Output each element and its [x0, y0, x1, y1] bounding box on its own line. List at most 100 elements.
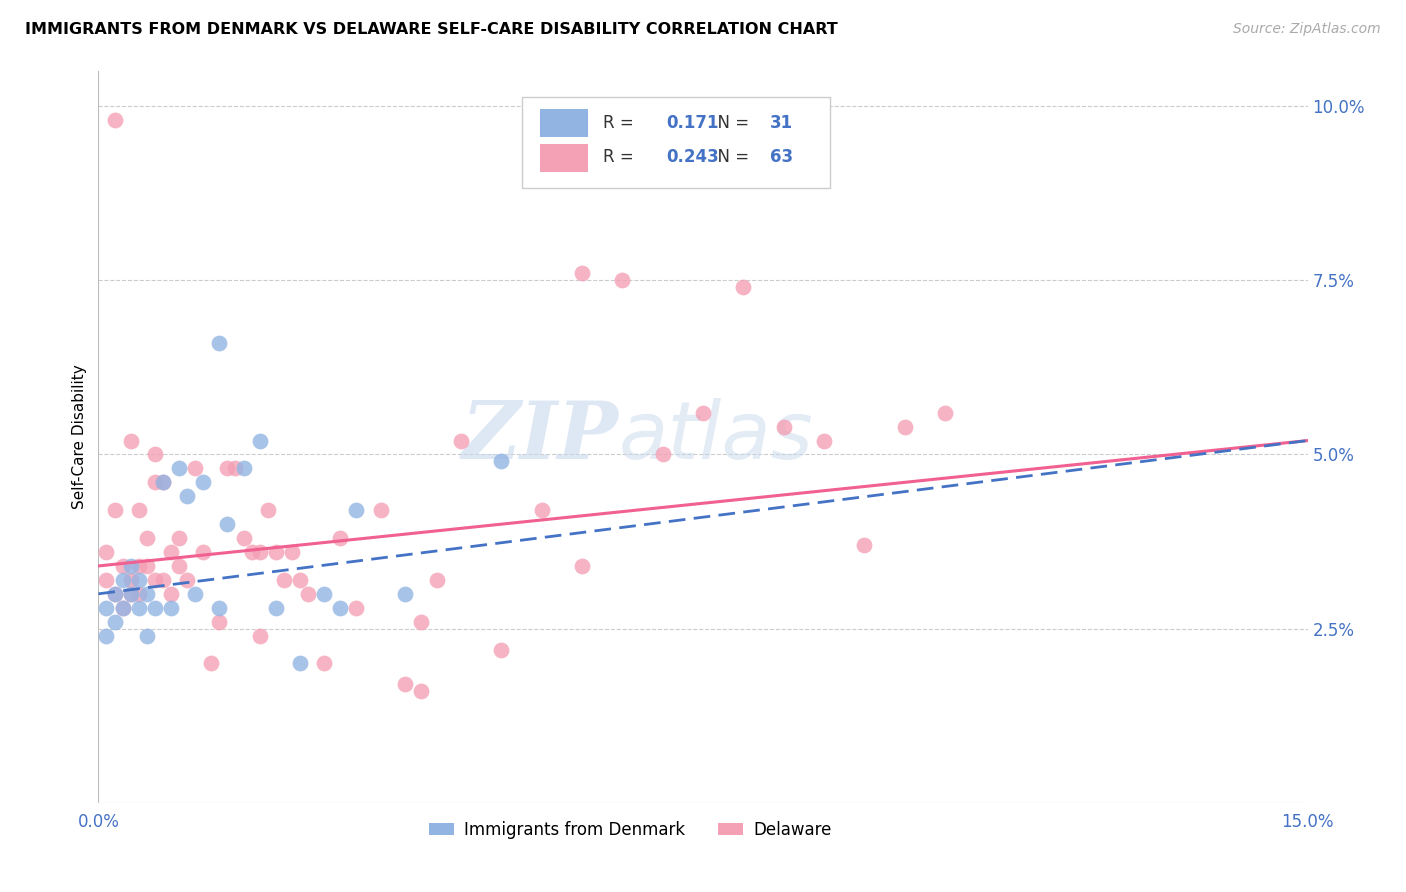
Point — [249, 629, 271, 643]
Point — [135, 558, 157, 573]
Point — [128, 587, 150, 601]
Text: Source: ZipAtlas.com: Source: ZipAtlas.com — [1233, 22, 1381, 37]
Text: N =: N = — [707, 148, 754, 166]
Text: 31: 31 — [769, 113, 793, 131]
Point — [249, 434, 271, 448]
Point — [208, 600, 231, 615]
Text: R =: R = — [603, 113, 644, 131]
Point — [256, 503, 278, 517]
Point — [120, 434, 142, 448]
FancyBboxPatch shape — [540, 144, 588, 171]
Text: 0.243: 0.243 — [666, 148, 720, 166]
Point — [143, 600, 166, 615]
Point — [167, 461, 190, 475]
Point — [167, 558, 190, 573]
Point — [111, 573, 134, 587]
Text: 63: 63 — [769, 148, 793, 166]
Point — [249, 545, 271, 559]
Point — [409, 684, 432, 698]
Point — [217, 517, 239, 532]
Point — [143, 475, 166, 490]
Point — [160, 587, 183, 601]
Point — [184, 461, 207, 475]
Point — [152, 475, 174, 490]
Point — [344, 503, 367, 517]
Point — [96, 600, 118, 615]
Point — [103, 113, 125, 128]
Point — [152, 573, 174, 587]
Point — [143, 448, 166, 462]
Point — [264, 545, 287, 559]
Point — [329, 531, 352, 545]
FancyBboxPatch shape — [540, 110, 588, 137]
Point — [314, 587, 336, 601]
Point — [297, 587, 319, 601]
Point — [273, 573, 295, 587]
Text: R =: R = — [603, 148, 638, 166]
FancyBboxPatch shape — [522, 97, 830, 188]
Point — [571, 266, 593, 280]
Point — [491, 642, 513, 657]
Point — [772, 419, 794, 434]
Point — [208, 615, 231, 629]
Point — [491, 454, 513, 468]
Point — [232, 531, 254, 545]
Point — [184, 587, 207, 601]
Point — [217, 461, 239, 475]
Point — [893, 419, 915, 434]
Point — [160, 545, 183, 559]
Point — [193, 475, 215, 490]
Point — [232, 461, 254, 475]
Point — [167, 531, 190, 545]
Point — [176, 489, 198, 503]
Point — [853, 538, 876, 552]
Point — [281, 545, 304, 559]
Point — [208, 336, 231, 351]
Point — [450, 434, 472, 448]
Point — [96, 573, 118, 587]
Point — [344, 600, 367, 615]
Point — [111, 600, 134, 615]
Point — [530, 503, 553, 517]
Text: 0.171: 0.171 — [666, 113, 720, 131]
Point — [193, 545, 215, 559]
Point — [651, 448, 673, 462]
Point — [96, 545, 118, 559]
Point — [394, 587, 416, 601]
Point — [200, 657, 222, 671]
Point — [288, 573, 311, 587]
Point — [96, 629, 118, 643]
Point — [111, 558, 134, 573]
Text: N =: N = — [707, 113, 754, 131]
Point — [135, 531, 157, 545]
Point — [103, 587, 125, 601]
Point — [394, 677, 416, 691]
Point — [733, 280, 755, 294]
Point — [370, 503, 392, 517]
Point — [813, 434, 835, 448]
Point — [128, 573, 150, 587]
Point — [426, 573, 449, 587]
Point — [128, 600, 150, 615]
Point — [135, 629, 157, 643]
Point — [612, 273, 634, 287]
Point — [120, 587, 142, 601]
Text: atlas: atlas — [619, 398, 813, 476]
Point — [111, 600, 134, 615]
Point — [409, 615, 432, 629]
Point — [143, 573, 166, 587]
Point — [571, 558, 593, 573]
Point — [103, 503, 125, 517]
Point — [264, 600, 287, 615]
Point — [288, 657, 311, 671]
Point — [128, 558, 150, 573]
Text: ZIP: ZIP — [461, 399, 619, 475]
Point — [120, 558, 142, 573]
Point — [329, 600, 352, 615]
Y-axis label: Self-Care Disability: Self-Care Disability — [72, 365, 87, 509]
Point — [176, 573, 198, 587]
Point — [135, 587, 157, 601]
Point — [934, 406, 956, 420]
Point — [128, 503, 150, 517]
Point — [120, 587, 142, 601]
